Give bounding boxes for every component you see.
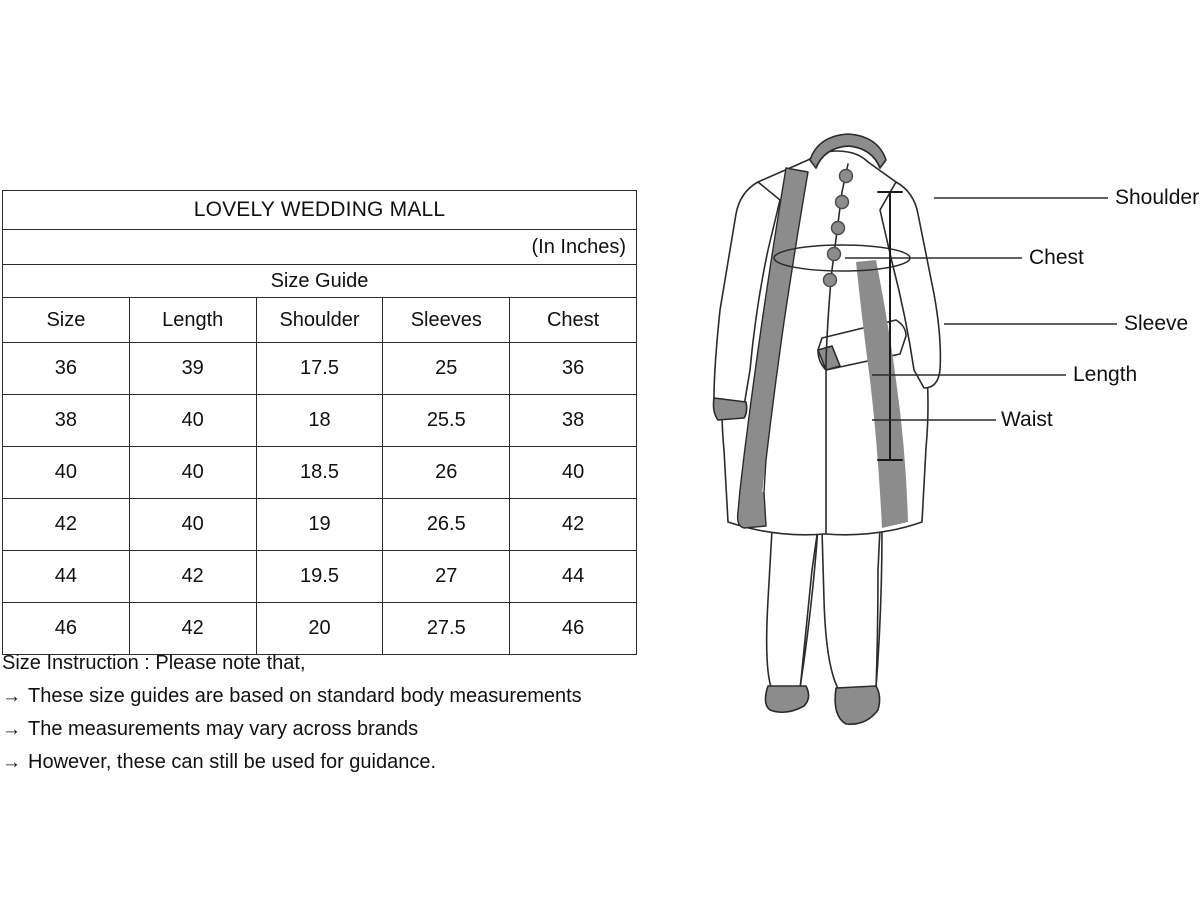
table-header-row: Size Length Shoulder Sleeves Chest (2, 297, 637, 343)
cell-length: 40 (128, 394, 257, 447)
table-row: 42 40 19 26.5 42 (2, 498, 637, 551)
cell-shoulder: 19 (255, 498, 384, 551)
cell-length: 42 (128, 602, 257, 655)
button (830, 220, 846, 236)
cell-sleeves: 26.5 (382, 498, 511, 551)
cell-chest: 46 (509, 602, 637, 655)
size-guide-label: Size Guide (2, 264, 637, 298)
cell-sleeves: 26 (382, 446, 511, 499)
cell-sleeves: 27.5 (382, 602, 511, 655)
cell-shoulder: 19.5 (255, 550, 384, 603)
instruction-item: → These size guides are based on standar… (2, 685, 702, 708)
cell-size: 42 (2, 498, 130, 551)
kurta-illustration (700, 130, 1200, 750)
label-chest: Chest (1029, 246, 1084, 269)
instruction-text: The measurements may vary across brands (28, 718, 419, 740)
cell-length: 39 (128, 342, 257, 395)
column-header-length: Length (128, 297, 257, 343)
table-row: 36 39 17.5 25 36 (2, 342, 637, 395)
table-row: 38 40 18 25.5 38 (2, 394, 637, 447)
size-instructions: Size Instruction : Please note that, → T… (2, 652, 702, 784)
column-header-sleeves: Sleeves (382, 297, 511, 343)
instructions-heading: Size Instruction : Please note that, (2, 652, 306, 674)
cell-chest: 40 (509, 446, 637, 499)
cell-sleeves: 25 (382, 342, 511, 395)
table-title-row: LOVELY WEDDING MALL (2, 190, 637, 230)
cell-length: 42 (128, 550, 257, 603)
table-row: 46 42 20 27.5 46 (2, 602, 637, 655)
table-subtitle-row: Size Guide (2, 264, 637, 298)
cell-length: 40 (128, 446, 257, 499)
length-measure-bar (877, 191, 903, 461)
arrow-right-icon: → (2, 719, 21, 740)
cell-chest: 36 (509, 342, 637, 395)
size-guide-table: LOVELY WEDDING MALL (In Inches) Size Gui… (2, 190, 637, 655)
cell-length: 40 (128, 498, 257, 551)
mandarin-collar (809, 133, 887, 169)
cell-shoulder: 18 (255, 394, 384, 447)
column-header-shoulder: Shoulder (255, 297, 384, 343)
arrow-right-icon: → (2, 752, 21, 773)
label-sleeve: Sleeve (1124, 312, 1189, 335)
brand-title: LOVELY WEDDING MALL (2, 190, 637, 230)
label-waist: Waist (1001, 408, 1053, 431)
cell-chest: 44 (509, 550, 637, 603)
column-header-size: Size (2, 297, 130, 343)
cell-size: 40 (2, 446, 130, 499)
cell-size: 38 (2, 394, 130, 447)
cell-sleeves: 27 (382, 550, 511, 603)
button (834, 194, 850, 210)
button-group (822, 168, 854, 288)
units-label: (In Inches) (2, 229, 637, 265)
cell-shoulder: 18.5 (255, 446, 384, 499)
cell-chest: 38 (509, 394, 637, 447)
label-length: Length (1073, 363, 1138, 386)
table-row: 44 42 19.5 27 44 (2, 550, 637, 603)
instruction-item: → The measurements may vary across brand… (2, 718, 702, 741)
column-header-chest: Chest (509, 297, 637, 343)
table-row: 40 40 18.5 26 40 (2, 446, 637, 499)
instruction-text: These size guides are based on standard … (28, 685, 582, 707)
pyjama-trousers (765, 527, 883, 693)
cell-shoulder: 20 (255, 602, 384, 655)
front-placket (825, 163, 849, 535)
cell-chest: 42 (509, 498, 637, 551)
button (838, 168, 854, 184)
table-units-row: (In Inches) (2, 229, 637, 265)
left-sleeve (712, 181, 781, 421)
cell-shoulder: 17.5 (255, 342, 384, 395)
instruction-text: However, these can still be used for gui… (28, 751, 437, 773)
instruction-item: → However, these can still be used for g… (2, 751, 702, 774)
label-shoulder: Shoulder (1115, 186, 1200, 209)
cell-size: 46 (2, 602, 130, 655)
shoes (764, 685, 881, 726)
cell-size: 44 (2, 550, 130, 603)
cell-size: 36 (2, 342, 130, 395)
button (826, 246, 842, 262)
arrow-right-icon: → (2, 686, 21, 707)
cell-sleeves: 25.5 (382, 394, 511, 447)
button (822, 272, 838, 288)
